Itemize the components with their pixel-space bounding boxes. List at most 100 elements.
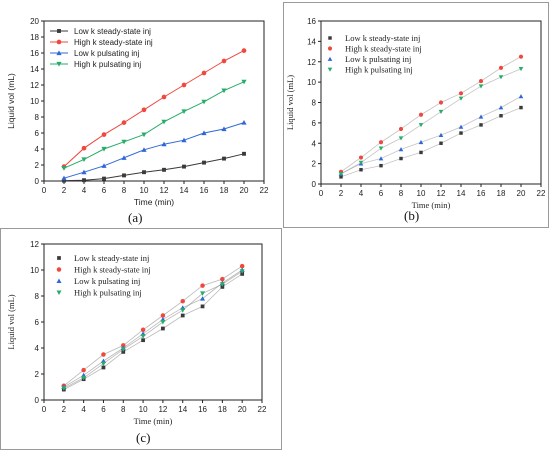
y-tick-label: 12 xyxy=(307,58,316,67)
y-tick-label: 6 xyxy=(35,318,40,327)
data-point xyxy=(161,141,167,147)
y-tick-label: 0 xyxy=(312,180,317,189)
legend-marker xyxy=(327,67,333,72)
series-triangle-down xyxy=(338,67,524,177)
legend-marker xyxy=(57,256,61,260)
x-tick-label: 12 xyxy=(437,189,446,198)
chart-b: 0 2 4 6 8 10 12 14 16 18 20 22 0 2 4 6 8 10 12 14 16 Time (mi… xyxy=(285,17,546,210)
plot-area xyxy=(43,20,265,182)
legend-marker xyxy=(56,278,62,283)
legend-label: Low k steady-state inj xyxy=(74,253,149,263)
data-point xyxy=(101,163,107,168)
legend-label: High k pulsating inj xyxy=(345,65,413,75)
y-tick-label: 16 xyxy=(307,17,316,26)
data-point xyxy=(419,150,423,155)
data-point xyxy=(121,350,126,354)
x-tick-label: 14 xyxy=(457,189,466,198)
data-point xyxy=(479,123,483,127)
data-point xyxy=(398,147,404,152)
data-point xyxy=(221,126,227,132)
legend-label: High k steady-state inj xyxy=(74,265,151,275)
series-circle xyxy=(61,48,247,169)
data-point xyxy=(161,326,165,331)
data-point xyxy=(140,334,146,339)
data-point xyxy=(242,151,246,156)
x-tick-label: 12 xyxy=(158,405,167,414)
x-tick-label: 8 xyxy=(122,186,127,195)
legend-marker xyxy=(56,267,62,272)
series-circle xyxy=(338,54,524,174)
data-point xyxy=(141,132,147,138)
data-point xyxy=(121,155,127,160)
data-point xyxy=(81,375,87,381)
x-axis-title: Time (min) xyxy=(134,197,174,207)
data-point xyxy=(101,365,106,370)
data-point xyxy=(358,160,364,165)
data-point xyxy=(239,269,245,274)
x-axis-title: Time (min) xyxy=(134,416,173,426)
y-tick-label: 6 xyxy=(35,129,40,138)
data-point xyxy=(458,96,464,101)
data-point xyxy=(338,171,344,177)
data-point xyxy=(518,94,524,99)
data-point xyxy=(378,146,384,151)
plot-area xyxy=(320,20,542,185)
legend-label: High k pulsating inj xyxy=(74,288,142,298)
y-axis-title: Liquid vol (mL) xyxy=(6,294,16,349)
legend-marker xyxy=(327,56,333,61)
data-point xyxy=(101,352,106,357)
x-tick-label: 6 xyxy=(101,405,106,414)
y-tick-label: 8 xyxy=(312,99,317,108)
data-point xyxy=(458,91,464,96)
data-point xyxy=(180,313,185,318)
series-line xyxy=(63,270,243,389)
data-point xyxy=(200,283,205,288)
x-tick-label: 0 xyxy=(42,405,47,414)
data-point xyxy=(121,120,127,125)
series-square xyxy=(339,105,523,179)
x-tick-label: 12 xyxy=(160,186,169,195)
data-point xyxy=(62,178,66,183)
data-point xyxy=(161,119,167,125)
x-tick-label: 2 xyxy=(62,186,67,195)
data-point xyxy=(458,124,464,129)
panel-b-border xyxy=(283,2,549,228)
legend-marker xyxy=(327,46,333,51)
x-tick-label: 20 xyxy=(238,405,247,414)
data-point xyxy=(219,282,225,287)
panel-c: 0 2 4 6 8 10 12 14 16 18 20 22 0 2 4 6 8 10 12 Time (min) Li… xyxy=(0,226,282,450)
data-point xyxy=(241,79,247,85)
legend-marker xyxy=(328,36,332,40)
y-tick-label: 10 xyxy=(307,78,316,87)
legend-label: Low k pulsating inj xyxy=(74,276,140,286)
data-point xyxy=(200,291,206,296)
y-tick-label: 4 xyxy=(35,344,40,353)
series-line xyxy=(340,68,522,175)
data-point xyxy=(222,156,226,161)
data-point xyxy=(438,109,444,114)
x-tick-label: 20 xyxy=(240,186,249,195)
x-tick-label: 4 xyxy=(359,189,364,198)
series-line xyxy=(63,50,245,167)
series-line xyxy=(340,107,522,178)
data-point xyxy=(438,100,444,105)
y-tick-label: 12 xyxy=(30,81,39,90)
x-tick-label: 10 xyxy=(139,405,148,414)
data-point xyxy=(160,320,166,325)
y-axis-title: Liquid vol (mL) xyxy=(6,73,16,129)
data-point xyxy=(81,367,86,373)
x-tick-label: 14 xyxy=(178,405,187,414)
legend-label: High k pulsating inj xyxy=(74,60,141,69)
data-point xyxy=(121,139,127,145)
legend-label: High k steady-state inj xyxy=(74,38,153,47)
data-point xyxy=(142,170,146,175)
series-line xyxy=(63,273,243,390)
legend: Low k steady-state inj High k steady-stat… xyxy=(56,253,151,298)
data-point xyxy=(221,58,227,64)
data-point xyxy=(101,146,107,152)
data-point xyxy=(498,105,504,110)
data-point xyxy=(81,157,87,162)
x-tick-label: 8 xyxy=(399,189,404,198)
chart-c: 0 2 4 6 8 10 12 14 16 18 20 22 0 2 4 6 8 10 12 Time (min) Li… xyxy=(6,240,267,426)
